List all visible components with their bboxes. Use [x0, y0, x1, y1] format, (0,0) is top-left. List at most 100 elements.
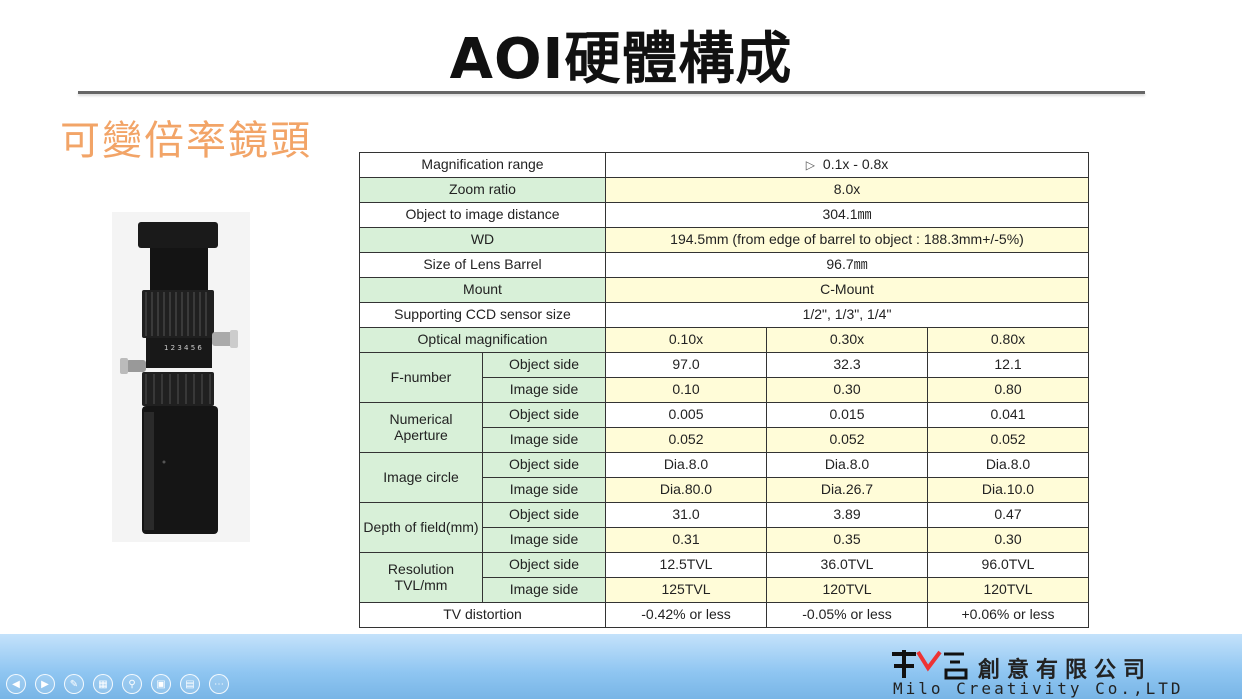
spec-label: Magnification range — [359, 152, 606, 178]
spec-label: Size of Lens Barrel — [359, 252, 606, 278]
table-row: Mount C-Mount — [359, 277, 1089, 303]
spec-value: Dia.26.7 — [766, 477, 928, 503]
table-row: Supporting CCD sensor size 1/2", 1/3", 1… — [359, 302, 1089, 328]
spec-value: 0.35 — [766, 527, 928, 553]
title-divider — [78, 91, 1145, 94]
spec-value: ▷ 0.1x - 0.8x — [605, 152, 1089, 178]
spec-value: 0.10 — [605, 377, 767, 403]
lens-spec-table: Magnification range ▷ 0.1x - 0.8x Zoom ra… — [359, 152, 1089, 628]
table-row: Numerical Aperture Object side 0.005 0.0… — [359, 402, 1089, 453]
company-name-cn: 創意有限公司 — [978, 658, 1153, 683]
spec-value: C-Mount — [605, 277, 1089, 303]
table-row: Object to image distance 304.1㎜ — [359, 202, 1089, 228]
table-row: Image side Dia.80.0 Dia.26.7 Dia.10.0 — [360, 477, 1089, 503]
prev-icon[interactable]: ◀ — [6, 674, 26, 694]
spec-label: Supporting CCD sensor size — [359, 302, 606, 328]
spec-value: -0.05% or less — [766, 602, 928, 628]
table-row: Image circle Object side Dia.8.0 Dia.8.0… — [359, 452, 1089, 503]
spec-value: 96.0TVL — [927, 552, 1089, 578]
spec-side: Object side — [482, 552, 606, 578]
zoom-lens-image: 1 2 3 4 5 6 — [112, 212, 250, 542]
table-row: Zoom ratio 8.0x — [359, 177, 1089, 203]
spec-value: 0.80 — [927, 377, 1089, 403]
spec-side: Image side — [482, 427, 606, 453]
spec-value: 97.0 — [605, 352, 767, 378]
table-row: Optical magnification 0.10x 0.30x 0.80x — [359, 327, 1089, 353]
spec-value: 304.1㎜ — [605, 202, 1089, 228]
spec-label: Zoom ratio — [359, 177, 606, 203]
spec-value: 32.3 — [766, 352, 928, 378]
subtitle-icon[interactable]: ▤ — [180, 674, 200, 694]
screen-icon[interactable]: ▣ — [151, 674, 171, 694]
spec-value: 12.5TVL — [605, 552, 767, 578]
spec-label: WD — [359, 227, 606, 253]
spec-value: 0.30 — [766, 377, 928, 403]
spec-side: Object side — [482, 452, 606, 478]
pen-icon[interactable]: ✎ — [64, 674, 84, 694]
spec-label: Mount — [359, 277, 606, 303]
spec-side: Image side — [482, 577, 606, 603]
spec-side: Image side — [482, 527, 606, 553]
table-row: Image side 125TVL 120TVL 120TVL — [360, 577, 1089, 603]
company-name-en: Milo Creativity Co.,LTD — [893, 679, 1184, 698]
cursor-icon: ▷ — [805, 158, 815, 173]
spec-value: 0.041 — [927, 402, 1089, 428]
spec-side: Object side — [482, 502, 606, 528]
table-row: Depth of field(mm) Object side 31.0 3.89… — [359, 502, 1089, 553]
spec-value: 120TVL — [927, 577, 1089, 603]
spec-group-label: Depth of field(mm) — [359, 502, 483, 553]
spec-value: 0.052 — [927, 427, 1089, 453]
spec-value: +0.06% or less — [927, 602, 1089, 628]
table-row: Image side 0.10 0.30 0.80 — [360, 377, 1089, 403]
spec-value: 0.10x — [605, 327, 767, 353]
spec-side: Image side — [482, 377, 606, 403]
grid-icon[interactable]: ▦ — [93, 674, 113, 694]
spec-value: 8.0x — [605, 177, 1089, 203]
spec-value: 31.0 — [605, 502, 767, 528]
spec-label: Optical magnification — [359, 327, 606, 353]
spec-value: 125TVL — [605, 577, 767, 603]
spec-side: Image side — [482, 477, 606, 503]
table-row: TV distortion -0.42% or less -0.05% or l… — [359, 602, 1089, 628]
table-row: Image side 0.052 0.052 0.052 — [360, 427, 1089, 453]
more-icon[interactable]: ⋯ — [209, 674, 229, 694]
table-row: Image side 0.31 0.35 0.30 — [360, 527, 1089, 553]
spec-value: Dia.8.0 — [766, 452, 928, 478]
zoom-icon[interactable]: ⚲ — [122, 674, 142, 694]
table-row: F-number Object side 97.0 32.3 12.1 — [359, 352, 1089, 403]
spec-label: TV distortion — [359, 602, 606, 628]
spec-value: 3.89 — [766, 502, 928, 528]
spec-label: Object to image distance — [359, 202, 606, 228]
spec-side: Object side — [482, 352, 606, 378]
spec-value: Dia.8.0 — [605, 452, 767, 478]
company-logo-icon — [892, 650, 968, 680]
spec-value: 36.0TVL — [766, 552, 928, 578]
spec-group-label: Image circle — [359, 452, 483, 503]
table-row: Resolution TVL/mm Object side 12.5TVL 36.… — [359, 552, 1089, 603]
spec-group-label: Resolution TVL/mm — [359, 552, 483, 603]
spec-value: 120TVL — [766, 577, 928, 603]
table-row: Magnification range ▷ 0.1x - 0.8x — [359, 152, 1089, 178]
spec-value: 0.31 — [605, 527, 767, 553]
spec-value: 0.052 — [766, 427, 928, 453]
spec-group-label: Numerical Aperture — [359, 402, 483, 453]
spec-value: 1/2", 1/3", 1/4" — [605, 302, 1089, 328]
spec-value: 0.47 — [927, 502, 1089, 528]
svg-text:1 2 3 4 5 6: 1 2 3 4 5 6 — [164, 344, 202, 352]
spec-value: Dia.80.0 — [605, 477, 767, 503]
spec-value: 96.7㎜ — [605, 252, 1089, 278]
spec-value: 0.015 — [766, 402, 928, 428]
spec-value: 0.005 — [605, 402, 767, 428]
slide-subtitle: 可變倍率鏡頭 — [60, 118, 312, 164]
spec-value: Dia.10.0 — [927, 477, 1089, 503]
spec-value: Dia.8.0 — [927, 452, 1089, 478]
next-icon[interactable]: ▶ — [35, 674, 55, 694]
slide-title: AOI硬體構成 — [449, 27, 793, 92]
table-row: Size of Lens Barrel 96.7㎜ — [359, 252, 1089, 278]
spec-value: -0.42% or less — [605, 602, 767, 628]
spec-value: 0.052 — [605, 427, 767, 453]
spec-value: 0.30 — [927, 527, 1089, 553]
spec-value: 194.5mm (from edge of barrel to object :… — [605, 227, 1089, 253]
table-row: WD 194.5mm (from edge of barrel to objec… — [359, 227, 1089, 253]
slideshow-controls: ◀ ▶ ✎ ▦ ⚲ ▣ ▤ ⋯ — [6, 674, 229, 694]
